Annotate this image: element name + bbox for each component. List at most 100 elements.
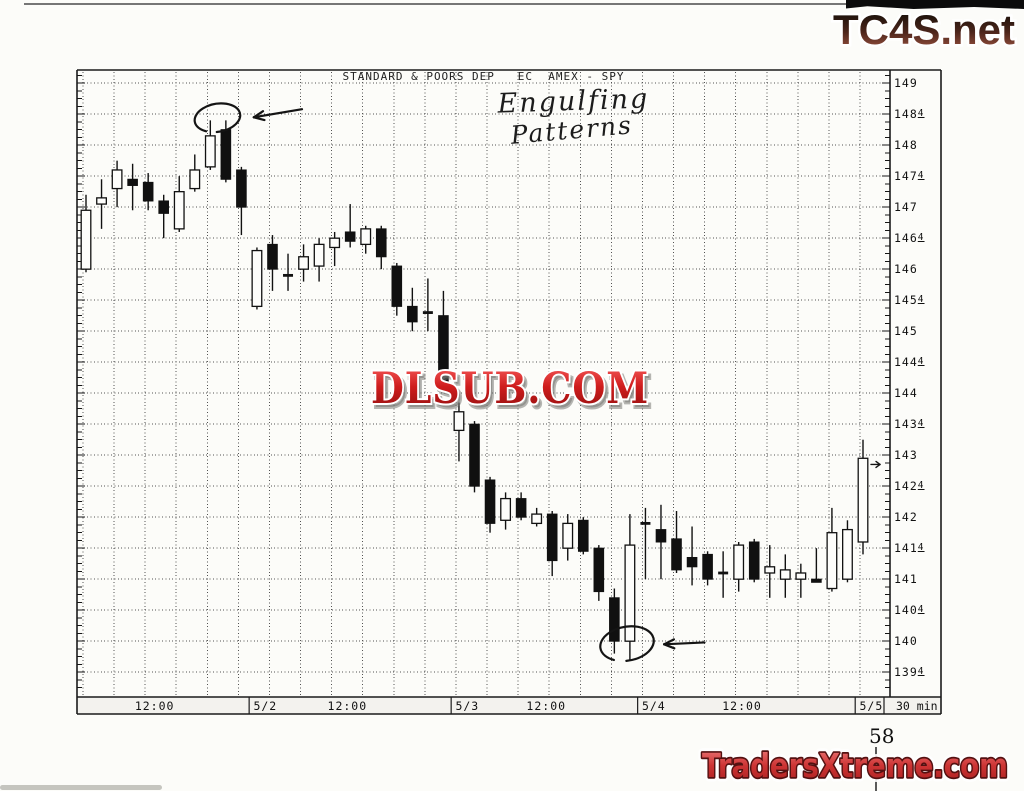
candle	[438, 290, 449, 387]
price-label: 1444	[894, 355, 925, 370]
time-label: 12:00	[526, 699, 567, 713]
candle	[826, 507, 838, 592]
candle	[283, 253, 294, 291]
chart-frame	[76, 69, 942, 715]
candles	[80, 120, 869, 660]
candle	[577, 517, 589, 555]
candle	[158, 194, 169, 239]
time-label: 12:00	[327, 699, 368, 713]
price-label: 144	[894, 386, 918, 401]
candle	[764, 545, 776, 598]
scan-artifact-bottom-left	[0, 785, 162, 790]
candle	[127, 163, 138, 211]
dlsub-watermark: DLSUB.COM DLSUB.COM	[369, 362, 653, 418]
candle	[779, 554, 791, 598]
tc4s-watermark: TC4S.net TC4S.net	[831, 4, 1018, 56]
price-label: 1434	[894, 417, 925, 432]
interval-label: 30 min	[896, 699, 938, 713]
time-label: 12:00	[134, 699, 175, 713]
price-label: 148	[894, 138, 918, 153]
price-label: 146	[894, 262, 918, 277]
candle	[142, 173, 154, 211]
price-label: 140	[894, 634, 918, 649]
candle	[407, 287, 418, 332]
scan-artifact-top-line	[24, 3, 852, 5]
day-label: 5/2	[253, 699, 278, 713]
candle	[391, 262, 403, 316]
price-label: 1424	[894, 479, 925, 494]
candle	[842, 520, 853, 583]
candle	[189, 154, 201, 192]
candle	[80, 194, 92, 273]
chart-title: STANDARD & POORS DEP EC AMEX - SPY	[342, 70, 625, 83]
candle	[360, 225, 372, 254]
time-label: 12:00	[722, 699, 762, 713]
price-label: 1474	[894, 169, 925, 184]
price-label: 1414	[894, 541, 925, 556]
tradersxtreme-logo-glow: TradersXtreme.com	[702, 746, 1008, 785]
price-label: 1464	[894, 231, 925, 246]
day-dividers	[248, 697, 885, 714]
page-number: 58	[869, 724, 895, 748]
price-label: 145	[894, 324, 918, 339]
candle	[96, 179, 107, 229]
candle	[546, 510, 558, 577]
candle	[733, 541, 745, 592]
tc4s-logo-shadow: TC4S.net	[835, 8, 1017, 55]
candle	[671, 510, 682, 573]
handwritten-note: Engulfing Patterns	[497, 83, 651, 149]
scan-artifact-top-right	[846, 0, 1024, 9]
price-label: 143	[894, 448, 918, 463]
price-label: 1394	[894, 665, 925, 680]
candle	[111, 160, 123, 208]
candle	[298, 244, 310, 282]
candle	[313, 238, 325, 282]
candle	[562, 514, 574, 561]
grid	[77, 72, 890, 697]
candle	[686, 526, 698, 586]
scan-artifact-bottom-right	[875, 747, 877, 791]
candle	[655, 504, 667, 580]
candle	[811, 548, 822, 583]
dlsub-logo-shadow: DLSUB.COM	[374, 368, 652, 418]
candle	[469, 421, 480, 493]
price-label: 1454	[894, 293, 925, 308]
price-label: 1404	[894, 603, 925, 618]
day-label: 5/5	[859, 699, 884, 713]
candle	[593, 545, 605, 601]
candle	[624, 514, 636, 660]
day-label: 5/3	[455, 699, 480, 713]
price-label: 141	[894, 572, 918, 587]
tradersxtreme-watermark: TradersXtreme.com TradersXtreme.com	[698, 742, 1013, 790]
candle	[422, 278, 433, 332]
candle	[267, 235, 278, 291]
candle	[484, 476, 496, 533]
candle	[500, 492, 512, 530]
candle	[344, 204, 356, 248]
dlsub-logo-text: DLSUB.COM	[371, 364, 649, 414]
candle	[375, 225, 387, 270]
price-ticks	[77, 74, 890, 689]
candle	[857, 439, 869, 555]
tradersxtreme-logo-text: TradersXtreme.com	[702, 746, 1008, 785]
ink-annotations	[193, 102, 881, 662]
candle	[531, 507, 543, 527]
candle	[515, 492, 527, 521]
candle	[251, 247, 263, 310]
candle	[748, 538, 760, 583]
candle	[236, 166, 247, 236]
candle	[173, 176, 185, 232]
tc4s-logo-text: TC4S.net	[833, 6, 1015, 53]
day-label: 5/4	[641, 699, 666, 713]
candle	[204, 120, 216, 170]
candle	[329, 231, 341, 267]
price-label: 142	[894, 510, 918, 525]
time-axis-bar	[77, 697, 941, 714]
price-label: 149	[894, 76, 918, 91]
candle	[453, 402, 465, 462]
candle	[718, 551, 729, 598]
price-label: 1484	[894, 107, 925, 122]
candle	[609, 588, 620, 654]
